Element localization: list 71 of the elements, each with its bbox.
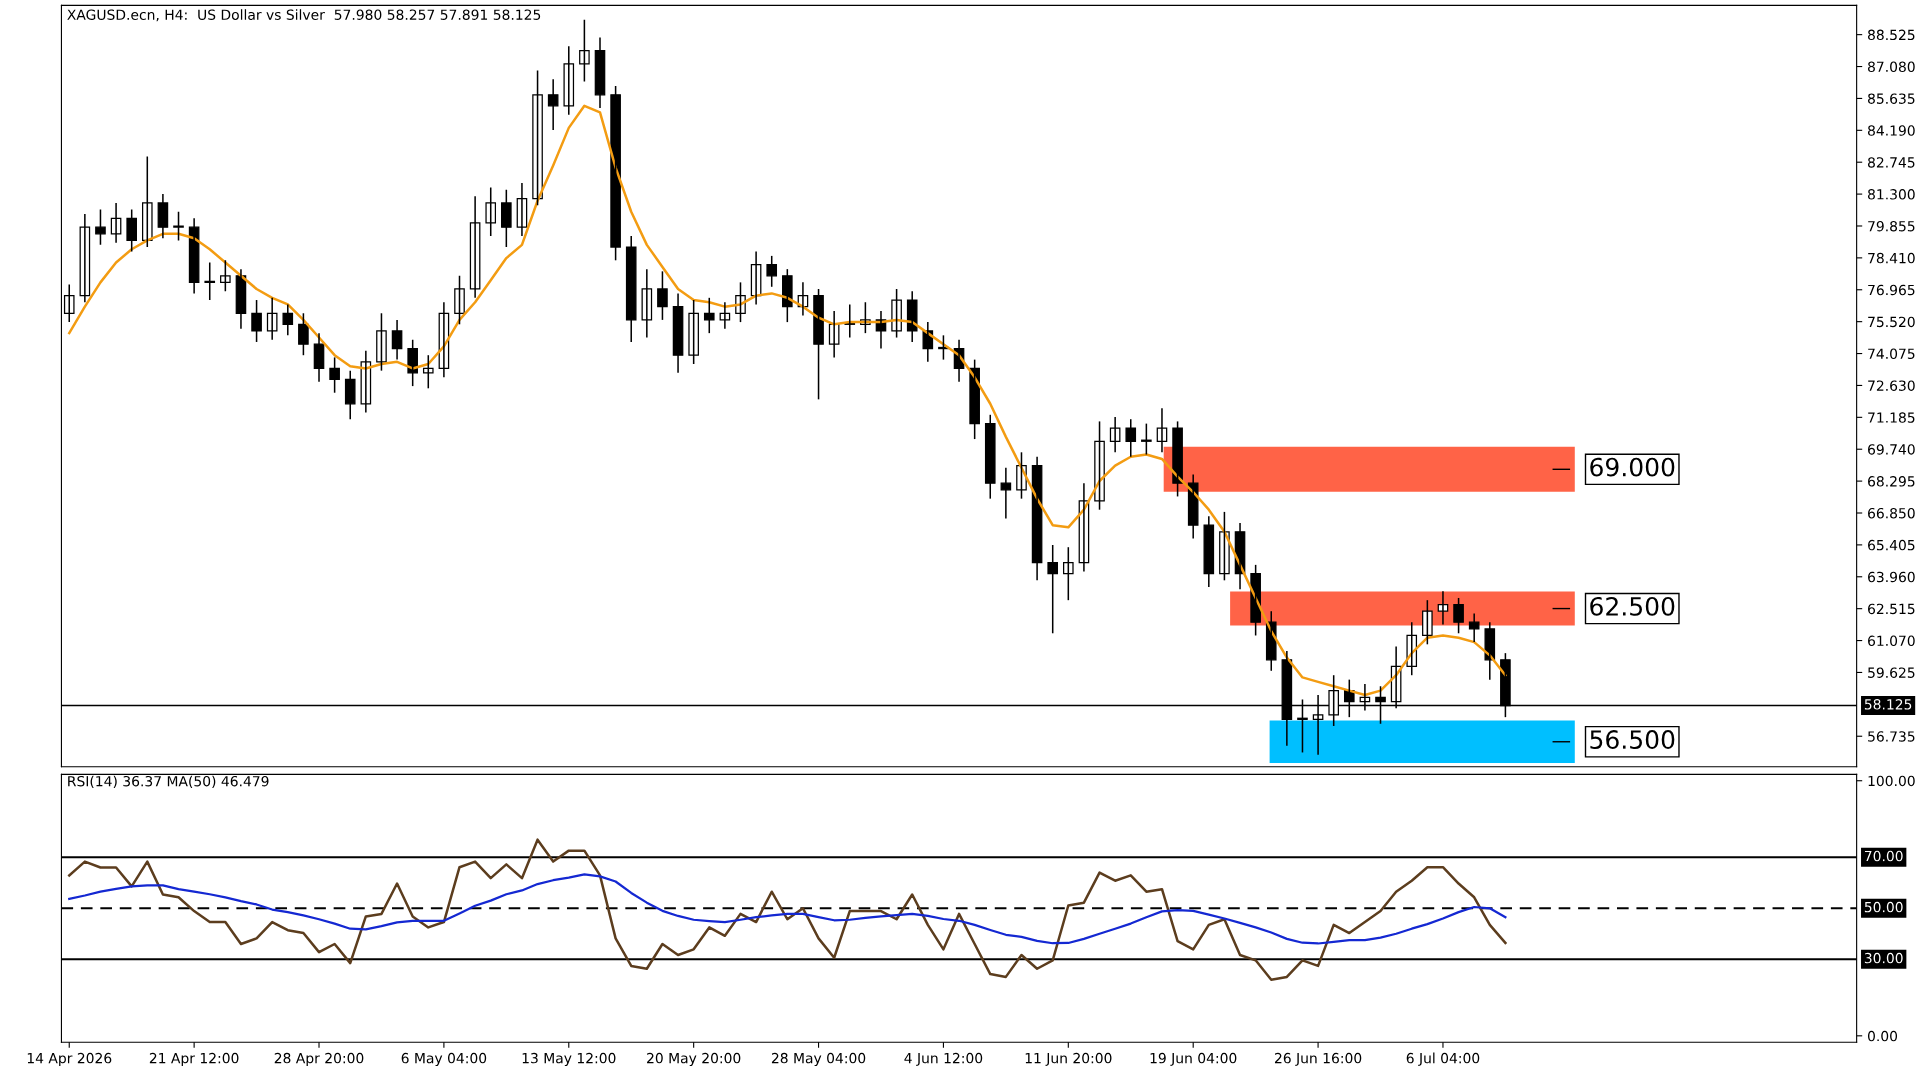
x-tick-label: 20 May 20:00 [647, 1052, 741, 1067]
y-tick-label: 66.850 [1868, 507, 1915, 519]
y-tick-label: 72.630 [1868, 380, 1915, 391]
candlestick [126, 208, 137, 253]
y-tick-label: 81.300 [1868, 189, 1915, 200]
y-tick-label: 69.740 [1868, 444, 1915, 455]
candlestick [501, 188, 512, 248]
y-tick-label: 56.735 [1868, 731, 1915, 742]
y-tick-label: 85.635 [1868, 93, 1915, 104]
y-tick-label: 65.405 [1868, 539, 1915, 551]
y-tick-label: 0.00 [1867, 1030, 1898, 1042]
band-label: 62.500 [1590, 596, 1675, 616]
chart-title: RSI(14) 36.37 MA(50) 46.479 [68, 775, 269, 789]
y-tick-label: 84.190 [1868, 125, 1915, 136]
candlestick [766, 255, 778, 288]
candlestick [251, 299, 262, 343]
y-tick-label: 62.515 [1868, 603, 1915, 615]
candlestick [688, 299, 699, 365]
band-label: 69.000 [1590, 457, 1675, 477]
candlestick [1047, 544, 1059, 635]
x-tick-label: 19 Jun 04:00 [1150, 1052, 1237, 1066]
band-label: 56.500 [1590, 730, 1675, 749]
line-series [68, 873, 1507, 945]
y-tick-label: 68.295 [1868, 476, 1915, 487]
x-tick-label: 28 Apr 20:00 [274, 1052, 364, 1067]
y-tick-label: 63.960 [1868, 571, 1915, 583]
candlestick [1063, 546, 1074, 601]
y-tick-label: 87.080 [1868, 61, 1915, 73]
candlestick [220, 259, 231, 292]
candlestick [1453, 597, 1464, 635]
y-tick-label: 76.965 [1868, 284, 1915, 296]
x-tick-label: 21 Apr 12:00 [149, 1052, 239, 1067]
chart-title: XAGUSD.ecn, H4: US Dollar vs Silver 57.980 58.257 57.891 58.125 [67, 9, 541, 22]
y-tick-label: 78.410 [1868, 252, 1915, 264]
y-tick-label: 61.070 [1868, 635, 1915, 647]
candlestick [485, 186, 497, 237]
x-tick-label: 4 Jun 12:00 [904, 1052, 983, 1066]
candlestick [813, 288, 824, 401]
y-tick-label: 75.520 [1868, 316, 1915, 328]
candlestick [141, 155, 153, 248]
y-tick-label: 79.855 [1868, 220, 1915, 232]
ref-line-label: 58.125 [1864, 699, 1912, 710]
ref-line-label: 50.00 [1864, 901, 1903, 913]
candlestick [532, 69, 543, 206]
candlestick [1172, 420, 1183, 498]
y-tick-label: 88.525 [1868, 29, 1915, 41]
candlestick [579, 18, 590, 83]
y-tick-label: 100.00 [1868, 775, 1915, 787]
candlestick [703, 297, 715, 334]
y-tick-label: 59.625 [1868, 667, 1915, 678]
x-tick-label: 6 May 04:00 [401, 1052, 487, 1067]
candlestick [298, 312, 309, 356]
x-tick-label: 11 Jun 20:00 [1025, 1052, 1112, 1066]
x-tick-label: 6 Jul 04:00 [1406, 1052, 1480, 1066]
x-tick-label: 14 Apr 2026 [27, 1052, 112, 1067]
line-series [68, 838, 1507, 981]
candlestick [329, 356, 340, 394]
ref-line-label: 70.00 [1864, 850, 1903, 862]
candlestick [376, 312, 387, 372]
y-tick-label: 74.075 [1868, 348, 1915, 360]
candlestick [454, 274, 465, 326]
x-tick-label: 13 May 12:00 [522, 1052, 616, 1067]
candlestick [657, 270, 668, 321]
candlestick [173, 210, 184, 242]
ref-line-label: 30.00 [1864, 952, 1903, 964]
y-tick-label: 71.185 [1868, 412, 1915, 423]
candlestick [1422, 599, 1433, 646]
x-tick-label: 28 May 04:00 [771, 1052, 866, 1067]
x-tick-label: 26 Jun 16:00 [1274, 1052, 1362, 1066]
candlestick [422, 354, 434, 390]
y-tick-label: 82.745 [1868, 157, 1915, 168]
